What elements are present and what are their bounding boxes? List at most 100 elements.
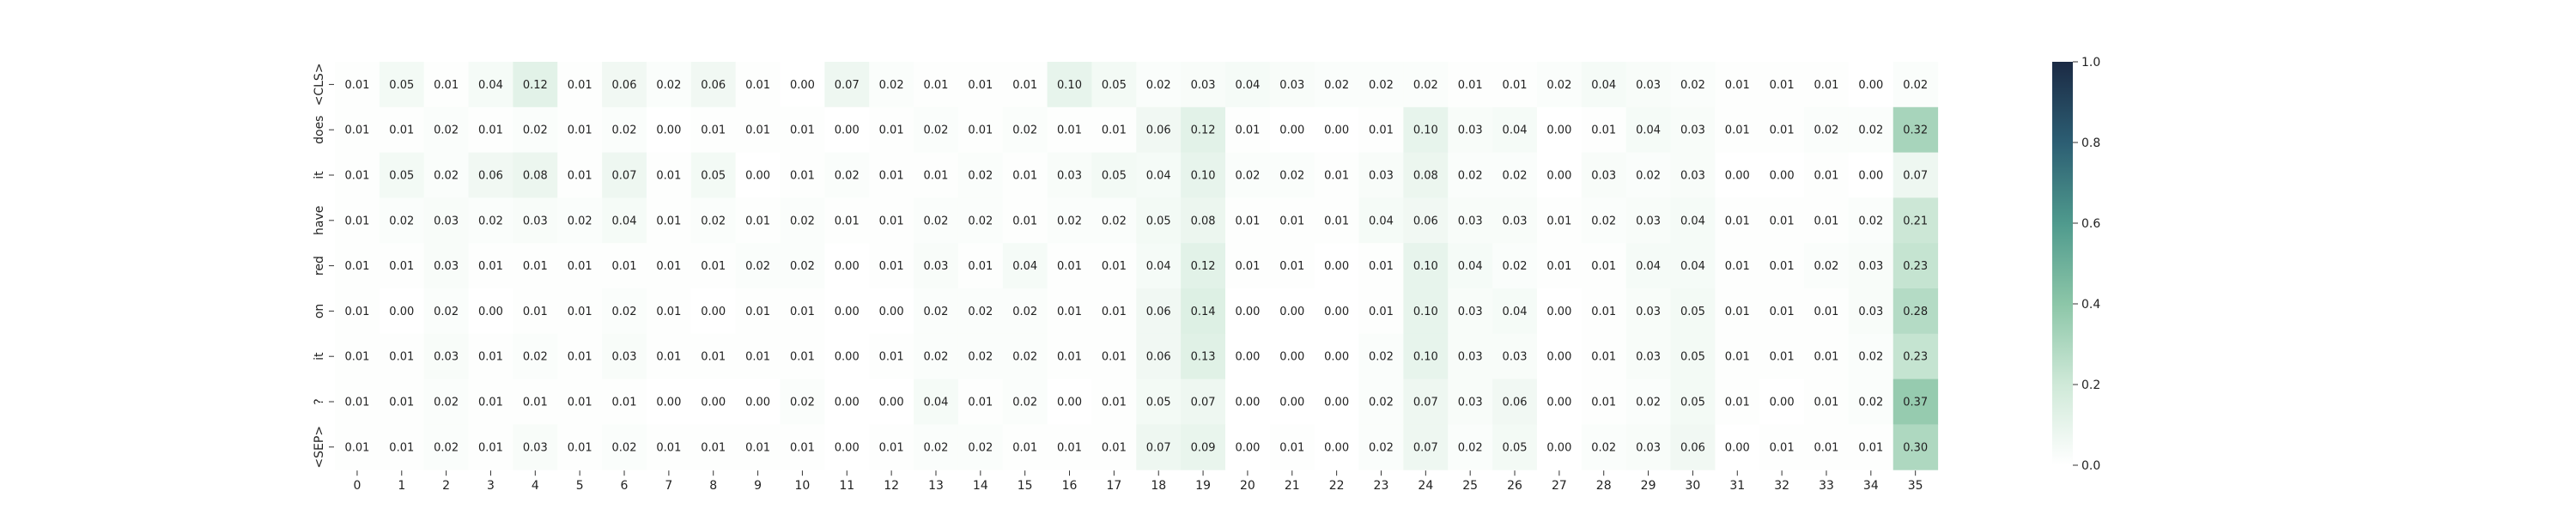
heatmap-cell-r8-c29	[1625, 424, 1671, 470]
heatmap-cell-r5-c0	[335, 288, 380, 335]
heatmap-cell-r2-c33	[1804, 152, 1850, 198]
heatmap-cell-label-r7-c2: 0.02	[434, 397, 459, 409]
heatmap-cell-label-r8-c19: 0.09	[1191, 441, 1216, 454]
heatmap-cell-label-r4-c26: 0.02	[1503, 260, 1528, 273]
heatmap-cell-r8-c20	[1225, 424, 1271, 470]
colorbar-ticks: 0.0 0.2 0.4 0.6 0.8 1.0	[2073, 56, 2100, 473]
heatmap-cell-label-r1-c21: 0.00	[1279, 124, 1304, 137]
heatmap-cell-r7-c3	[468, 379, 513, 425]
heatmap-cell-r0-c11	[824, 62, 870, 108]
heatmap-cell-r2-c8	[690, 152, 737, 198]
heatmap-cell-label-r0-c17: 0.05	[1102, 79, 1127, 92]
heatmap-cell-r0-c34	[1848, 62, 1894, 108]
heatmap-cell-r2-c12	[869, 152, 914, 198]
heatmap-cell-label-r2-c1: 0.05	[389, 170, 414, 183]
heatmap-cell-r8-c25	[1448, 424, 1493, 470]
heatmap-cell-r3-c34	[1848, 197, 1894, 244]
heatmap-cell-label-r7-c1: 0.01	[389, 397, 414, 409]
heatmap-cell-r0-c5	[557, 62, 603, 108]
heatmap-cell-r2-c26	[1492, 152, 1538, 198]
heatmap-cell-r3-c31	[1715, 197, 1760, 244]
heatmap-cell-label-r2-c27: 0.00	[1546, 170, 1571, 183]
heatmap-cell-label-r4-c23: 0.01	[1369, 260, 1394, 273]
heatmap-cell-label-r4-c30: 0.04	[1680, 260, 1705, 273]
heatmap-cell-r4-c17	[1091, 243, 1137, 289]
heatmap-cell-label-r0-c27: 0.02	[1546, 79, 1571, 92]
heatmap-cell-label-r3-c7: 0.01	[656, 215, 681, 227]
heatmap-cell-r8-c23	[1358, 424, 1404, 470]
heatmap-cell-r1-c13	[914, 106, 959, 154]
heatmap-cell-label-r8-c24: 0.07	[1413, 441, 1438, 454]
heatmap-cell-label-r6-c13: 0.02	[924, 351, 949, 364]
heatmap-cell-r8-c9	[735, 424, 781, 470]
heatmap-cell-r1-c33	[1804, 106, 1850, 154]
x-tick-label-21: 21	[1285, 479, 1300, 493]
heatmap-cell-r1-c22	[1314, 106, 1360, 154]
heatmap-cell-r8-c28	[1581, 424, 1627, 470]
heatmap-cell-label-r0-c2: 0.01	[434, 79, 459, 92]
heatmap-cell-label-r2-c17: 0.05	[1102, 170, 1127, 183]
heatmap-cell-r8-c21	[1269, 424, 1315, 470]
heatmap-cell-r8-c13	[914, 424, 959, 470]
heatmap-cell-r5-c20	[1225, 288, 1271, 335]
heatmap-cell-label-r0-c0: 0.01	[344, 79, 369, 92]
heatmap-cell-label-r7-c13: 0.04	[924, 397, 949, 409]
heatmap-cell-label-r1-c12: 0.01	[879, 124, 904, 137]
heatmap-cell-label-r4-c35: 0.23	[1903, 260, 1928, 273]
heatmap-cell-r6-c31	[1715, 333, 1760, 380]
heatmap-cell-r6-c33	[1804, 333, 1850, 380]
heatmap-cell-label-r5-c10: 0.01	[790, 306, 815, 318]
heatmap-cell-r6-c15	[1002, 333, 1048, 380]
heatmap-cell-label-r2-c9: 0.00	[745, 170, 770, 183]
heatmap-cell-r8-c14	[957, 424, 1004, 470]
heatmap-cell-label-r2-c3: 0.06	[478, 170, 503, 183]
heatmap-cell-r5-c28	[1581, 288, 1627, 335]
heatmap-cell-label-r3-c23: 0.04	[1369, 215, 1394, 227]
heatmap-cell-label-r3-c30: 0.04	[1680, 215, 1705, 227]
heatmap-cell-label-r3-c18: 0.05	[1146, 215, 1171, 227]
x-tick-label-27: 27	[1552, 479, 1567, 493]
heatmap-cell-r4-c35	[1893, 243, 1939, 289]
heatmap-cell-r1-c21	[1269, 106, 1315, 154]
heatmap-cell-r8-c26	[1492, 424, 1538, 470]
heatmap-cell-label-r7-c14: 0.01	[968, 397, 993, 409]
heatmap-cell-r1-c10	[780, 106, 825, 154]
heatmap-cell-label-r8-c26: 0.05	[1503, 441, 1528, 454]
heatmap-cell-label-r5-c31: 0.01	[1725, 306, 1750, 318]
heatmap-cell-r8-c5	[557, 424, 603, 470]
heatmap-cell-r2-c19	[1181, 152, 1226, 198]
heatmap-cell-r1-c29	[1625, 106, 1671, 154]
heatmap-cell-label-r2-c24: 0.08	[1413, 170, 1438, 183]
heatmap-cell-r0-c18	[1136, 62, 1182, 108]
heatmap-cell-r7-c17	[1091, 379, 1137, 425]
heatmap-cell-label-r3-c24: 0.06	[1413, 215, 1438, 227]
heatmap-cell-r6-c2	[423, 333, 470, 380]
heatmap-cell-label-r7-c19: 0.07	[1191, 397, 1216, 409]
heatmap-cell-label-r4-c22: 0.00	[1324, 260, 1349, 273]
heatmap-cell-r0-c29	[1625, 62, 1671, 108]
heatmap-cell-r2-c29	[1625, 152, 1671, 198]
heatmap-cell-label-r4-c18: 0.04	[1146, 260, 1171, 273]
heatmap-cell-r1-c6	[602, 106, 647, 154]
heatmap-cell-r7-c12	[869, 379, 914, 425]
heatmap-cell-label-r0-c5: 0.01	[568, 79, 592, 92]
heatmap-cell-r1-c1	[379, 106, 425, 154]
heatmap-cell-label-r8-c34: 0.01	[1858, 441, 1883, 454]
heatmap-cell-r5-c13	[914, 288, 959, 335]
heatmap-cell-label-r1-c13: 0.02	[924, 124, 949, 137]
heatmap-cell-r2-c22	[1314, 152, 1360, 198]
heatmap-cell-label-r6-c7: 0.01	[656, 351, 681, 364]
x-tick-label-35: 35	[1908, 479, 1923, 493]
heatmap-cell-label-r4-c2: 0.03	[434, 260, 459, 273]
heatmap-cell-r1-c4	[513, 106, 558, 154]
y-tick-label-2: it	[313, 171, 326, 179]
heatmap-cell-r5-c19	[1181, 288, 1226, 335]
heatmap-cell-label-r5-c32: 0.01	[1770, 306, 1795, 318]
heatmap-cell-r1-c18	[1136, 106, 1182, 154]
heatmap-cell-label-r4-c21: 0.01	[1279, 260, 1304, 273]
heatmap-cell-label-r2-c19: 0.10	[1191, 170, 1216, 183]
colorbar-tick-label-0: 0.0	[2081, 459, 2100, 473]
heatmap-cell-r4-c30	[1670, 243, 1716, 289]
heatmap-cell-r0-c14	[957, 62, 1004, 108]
